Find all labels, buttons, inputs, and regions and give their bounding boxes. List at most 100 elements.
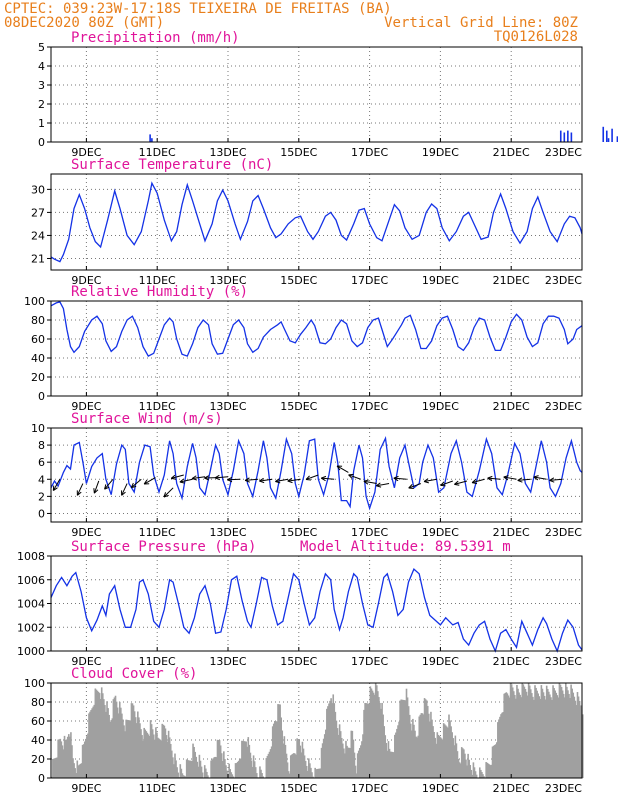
wind-arrow bbox=[376, 483, 390, 487]
cloud-cover-bar bbox=[446, 726, 448, 778]
header: CPTEC: 039:23W-17:18S TEIXEIRA DE FREITA… bbox=[4, 1, 578, 45]
x-tick-label: 13DEC bbox=[209, 146, 246, 159]
cloud-cover-bar bbox=[443, 724, 446, 778]
cloud-cover-bar bbox=[97, 691, 100, 778]
cloud-cover-bar bbox=[525, 691, 528, 778]
cloud-cover-bar bbox=[488, 764, 491, 778]
wind-arrow bbox=[348, 474, 361, 480]
cloud-cover-bar bbox=[520, 697, 523, 778]
y-tick-label: 20 bbox=[31, 371, 45, 384]
cloud-cover-bar bbox=[277, 704, 279, 778]
x-tick-label: 19DEC bbox=[422, 400, 459, 413]
cloud-cover-bar bbox=[472, 762, 475, 778]
cloud-cover-bar bbox=[289, 755, 292, 778]
cloud-cover-bar bbox=[399, 700, 401, 778]
wind-arrow bbox=[179, 478, 193, 483]
wind-arrow-head bbox=[163, 492, 167, 498]
wind-arrow bbox=[517, 478, 531, 481]
header-date: 08DEC2020 80Z (GMT) bbox=[4, 15, 164, 31]
cloud-cover-bar bbox=[219, 745, 222, 778]
cloud-cover-bar bbox=[323, 734, 326, 778]
panel-title: Precipitation (mm/h) bbox=[71, 30, 240, 46]
cloud-cover-bar bbox=[354, 765, 357, 778]
wind-arrow-head bbox=[321, 475, 327, 479]
cloud-cover-bar bbox=[363, 709, 365, 778]
cloud-cover-bar bbox=[337, 734, 340, 778]
cloud-cover-bar bbox=[558, 683, 561, 778]
cloud-cover-bar bbox=[261, 773, 263, 778]
cloud-cover-bar bbox=[189, 760, 191, 778]
x-tick-label: 17DEC bbox=[351, 655, 388, 668]
x-tick-label: 23DEC bbox=[545, 782, 582, 795]
x-tick-label: 13DEC bbox=[209, 782, 246, 795]
cloud-cover-bar bbox=[186, 760, 189, 778]
cloud-cover-bar bbox=[570, 684, 572, 778]
series-line-wind bbox=[50, 436, 583, 511]
y-tick-label: 6 bbox=[38, 456, 45, 469]
cloud-cover-bar bbox=[335, 720, 338, 778]
wind-arrow bbox=[171, 474, 184, 479]
cloud-cover-bar bbox=[104, 705, 106, 778]
cloud-cover-bar bbox=[62, 749, 65, 778]
cloud-cover-bar bbox=[542, 692, 545, 778]
cloud-cover-bar bbox=[157, 737, 159, 778]
wind-arrow-head bbox=[227, 476, 233, 481]
cloud-cover-bar bbox=[281, 730, 284, 778]
wind-arrow-head bbox=[121, 491, 126, 496]
cloud-cover-bar bbox=[504, 693, 507, 778]
cloud-cover-bar bbox=[460, 747, 463, 778]
wind-arrow-head bbox=[163, 494, 169, 498]
cloud-cover-bar bbox=[116, 707, 119, 778]
cloud-cover-bar bbox=[465, 759, 467, 778]
cloud-cover-bar bbox=[316, 769, 319, 778]
cloud-cover-bar bbox=[455, 743, 458, 778]
cloud-cover-bar bbox=[253, 761, 256, 778]
panel-temperature: Surface Temperature (nC) 21 24 27 30 9DEC 11DE… bbox=[31, 157, 583, 287]
cloud-cover-bar bbox=[420, 713, 423, 778]
cloud-cover-bar bbox=[501, 712, 503, 778]
cloud-cover-bar bbox=[231, 774, 234, 778]
cloud-cover-bar bbox=[437, 734, 440, 778]
cloud-cover-bar bbox=[218, 740, 221, 778]
cloud-cover-bar bbox=[333, 703, 336, 778]
cloud-cover-bar bbox=[90, 709, 92, 778]
cloud-cover-bar bbox=[445, 725, 447, 778]
cloud-cover-bar bbox=[403, 700, 406, 778]
cloud-cover-bar bbox=[249, 752, 252, 778]
cloud-cover-bar bbox=[199, 760, 202, 778]
cloud-cover-bar bbox=[429, 721, 431, 778]
cloud-cover-bar bbox=[268, 751, 271, 778]
cloud-cover-bar bbox=[133, 711, 136, 778]
cloud-cover-bar bbox=[449, 720, 451, 778]
cloud-cover-bar bbox=[372, 692, 375, 778]
wind-arrow bbox=[93, 480, 100, 494]
y-tick-label: 2 bbox=[38, 490, 45, 503]
cloud-cover-bar bbox=[482, 774, 484, 778]
cloud-cover-bar bbox=[356, 753, 359, 778]
cloud-cover-bar bbox=[120, 707, 122, 778]
cloud-cover-bar bbox=[340, 737, 343, 778]
cloud-cover-bar bbox=[174, 753, 176, 778]
x-tick-label: 17DEC bbox=[351, 146, 388, 159]
cloud-cover-bar bbox=[112, 699, 115, 778]
cloud-cover-bar bbox=[425, 700, 428, 778]
x-tick-label: 21DEC bbox=[493, 274, 530, 287]
cloud-cover-bar bbox=[152, 734, 155, 778]
x-tick-label: 19DEC bbox=[422, 782, 459, 795]
y-tick-label: 27 bbox=[31, 206, 45, 219]
cloud-cover-bar bbox=[305, 765, 308, 778]
cloud-cover-bar bbox=[463, 749, 465, 778]
wind-arrow-head bbox=[487, 475, 493, 479]
x-tick-label: 9DEC bbox=[71, 526, 101, 539]
x-tick-label: 15DEC bbox=[280, 782, 317, 795]
cloud-cover-bar bbox=[521, 683, 524, 778]
wind-arrow-head bbox=[454, 480, 459, 485]
cloud-cover-bar bbox=[76, 760, 79, 778]
wind-arrow-head bbox=[454, 483, 460, 486]
cloud-cover-bar bbox=[52, 759, 54, 778]
cloud-cover-bar bbox=[447, 727, 449, 778]
cloud-cover-bar bbox=[228, 763, 230, 778]
cloud-cover-bar bbox=[107, 708, 109, 778]
cloud-cover-bar bbox=[336, 728, 339, 778]
y-tick-label: 100 bbox=[24, 295, 45, 308]
